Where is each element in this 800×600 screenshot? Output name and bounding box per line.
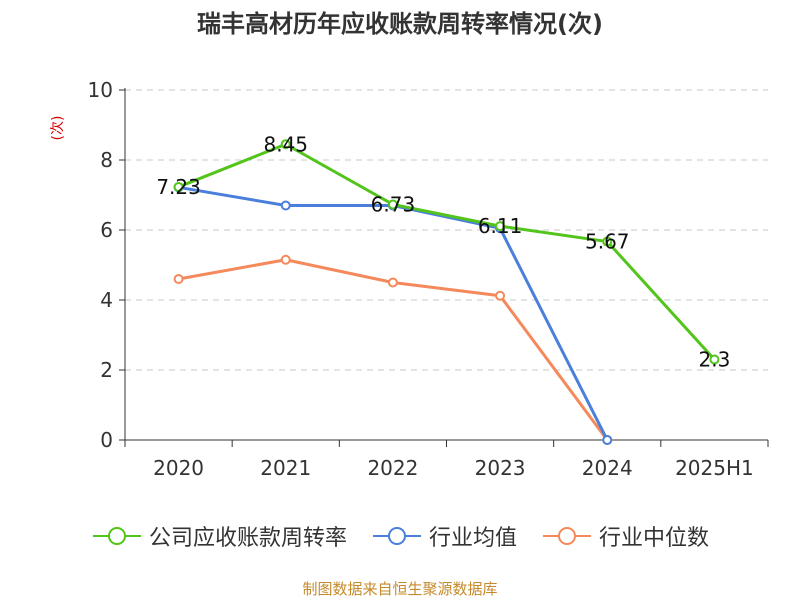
series-0-point-4 (602, 236, 613, 247)
x-tick-label-0: 2020 (153, 456, 204, 480)
y-tick-label-0: 0 (100, 428, 113, 452)
series-2-point-1 (280, 254, 291, 265)
series-0-point-2 (387, 199, 398, 210)
y-tick-label-4: 8 (100, 148, 113, 172)
legend-label-company: 公司应收账款周转率 (148, 526, 347, 551)
y-tick-label-1: 2 (100, 358, 113, 382)
series-0-point-3 (495, 221, 506, 232)
series-1-point-4 (602, 435, 613, 445)
legend-label-industry-avg: 行业均值 (428, 526, 517, 551)
data-label-5: 2.3 (699, 348, 731, 372)
data-label-1: 8.45 (263, 132, 308, 156)
series-1-point-1 (280, 200, 291, 211)
legend-company-swatch-icon (92, 527, 141, 545)
legend-median-swatch-icon (543, 527, 591, 545)
series-2-point-0 (173, 274, 184, 284)
legend: 公司应收账款周转率 行业均值 行业中位数 (0, 520, 800, 552)
x-tick-label-5: 2025H1 (675, 456, 754, 480)
legend-avg-swatch-icon (372, 527, 421, 545)
series-2-point-3 (495, 290, 506, 301)
y-axis-title: (次) (50, 116, 66, 141)
x-tick-label-3: 2023 (475, 456, 526, 480)
x-tick-label-2: 2022 (367, 456, 418, 480)
x-tick-label-4: 2024 (582, 456, 633, 480)
series-0-point-5 (709, 354, 720, 365)
data-label-2: 6.73 (371, 192, 416, 216)
legend-label-industry-median: 行业中位数 (599, 526, 710, 551)
chart-title: 瑞丰高材历年应收账款周转率情况(次) (197, 10, 603, 38)
legend-item-industry-median[interactable]: 行业中位数 (541, 520, 709, 552)
data-label-0: 7.23 (156, 175, 201, 199)
series-2-point-2 (387, 277, 398, 288)
y-tick-label-3: 6 (100, 218, 113, 242)
y-tick-label-2: 4 (100, 288, 113, 312)
legend-item-industry-avg[interactable]: 行业均值 (371, 520, 517, 552)
series-line-0 (178, 142, 716, 361)
legend-item-company[interactable]: 公司应收账款周转率 (91, 520, 347, 552)
source-note: 制图数据来自恒生聚源数据库 (302, 580, 498, 598)
series-0-point-0 (173, 181, 184, 192)
series-0-point-1 (280, 139, 291, 150)
y-tick-label-5: 10 (88, 78, 113, 102)
data-label-3: 6.11 (478, 214, 523, 238)
series-line-1 (178, 185, 609, 441)
x-tick-label-1: 2021 (260, 456, 311, 480)
data-label-4: 5.67 (585, 230, 630, 254)
